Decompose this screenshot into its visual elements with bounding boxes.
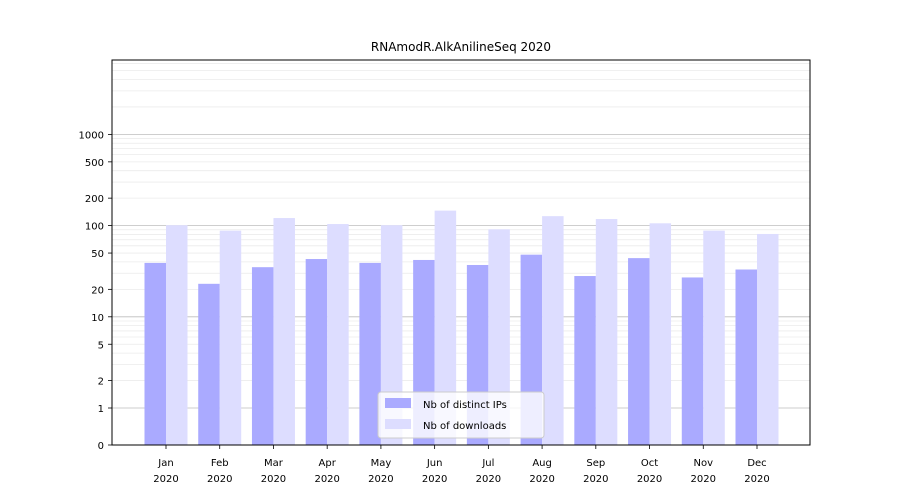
x-tick-label-month: Jul [481,458,494,469]
x-tick-label-year: 2020 [422,474,447,485]
y-tick-label: 5 [98,340,104,351]
bar-distinct-ips [359,262,381,445]
bar-distinct-ips [198,283,220,445]
y-tick-label: 1000 [79,130,104,141]
legend-swatch [385,419,411,429]
x-tick-label-year: 2020 [153,474,178,485]
y-tick-label: 200 [85,194,104,205]
legend-swatch [385,398,411,408]
y-tick-label: 1 [98,404,104,415]
bar-distinct-ips [681,277,704,445]
x-tick-label-year: 2020 [583,474,608,485]
bar-distinct-ips [735,269,757,445]
y-tick-label: 20 [91,285,104,296]
y-tick-label: 2 [98,377,104,388]
x-tick-label-month: Aug [532,458,552,469]
bar-downloads [380,225,403,445]
bar-downloads [649,223,672,445]
y-tick-label: 10 [91,313,104,324]
x-tick-label-year: 2020 [368,474,393,485]
bar-downloads [488,229,510,445]
legend-label: Nb of downloads [423,421,506,432]
x-tick-label-month: Mar [264,458,284,469]
x-tick-label-year: 2020 [314,474,339,485]
legend: Nb of distinct IPs Nb of downloads [377,391,545,439]
x-tick-label-month: Sep [586,458,605,469]
x-tick-label-month: Dec [747,458,766,469]
x-tick-label-year: 2020 [476,474,501,485]
x-tick-label-year: 2020 [691,474,716,485]
bar-distinct-ips [305,259,328,445]
bar-distinct-ips [251,267,274,445]
bar-distinct-ips [574,276,596,445]
x-tick-label-month: Jun [426,458,443,469]
x-tick-label-month: Jan [157,458,173,469]
bar-distinct-ips [628,258,650,445]
x-tick-label-month: May [371,458,392,469]
axes-layer: 0 1 2 5 10 20 50 100 200 500 1000 Jan 2020 Feb 2020 Mar… [79,59,811,485]
bar-downloads [273,218,295,445]
x-tick-label-year: 2020 [637,474,662,485]
bar-downloads [542,216,564,445]
y-tick-label: 100 [85,222,104,233]
bar-downloads [703,230,725,445]
bar-downloads [166,225,188,445]
y-tick-label: 0 [98,441,104,452]
bars-layer [144,210,779,445]
legend-label: Nb of distinct IPs [423,400,507,411]
x-tick-label-year: 2020 [207,474,232,485]
x-tick-label-year: 2020 [744,474,769,485]
bar-downloads [434,210,457,445]
x-tick-label-year: 2020 [261,474,286,485]
bar-distinct-ips [144,262,166,445]
x-tick-label-month: Oct [641,458,658,469]
y-tick-label: 50 [91,249,104,260]
x-tick-label-month: Nov [694,458,714,469]
bar-downloads [219,230,242,445]
legend-box [377,391,545,439]
y-tick-label: 500 [85,158,104,169]
x-tick-label-month: Feb [211,458,229,469]
plot-frame [111,59,811,446]
chart-title: RNAmodR.AlkAnilineSeq 2020 [371,40,551,54]
bar-downloads [327,224,349,445]
bar-downloads [757,233,779,445]
x-tick-label-year: 2020 [529,474,554,485]
x-tick-label-month: Apr [319,458,337,469]
bar-downloads [595,219,618,445]
